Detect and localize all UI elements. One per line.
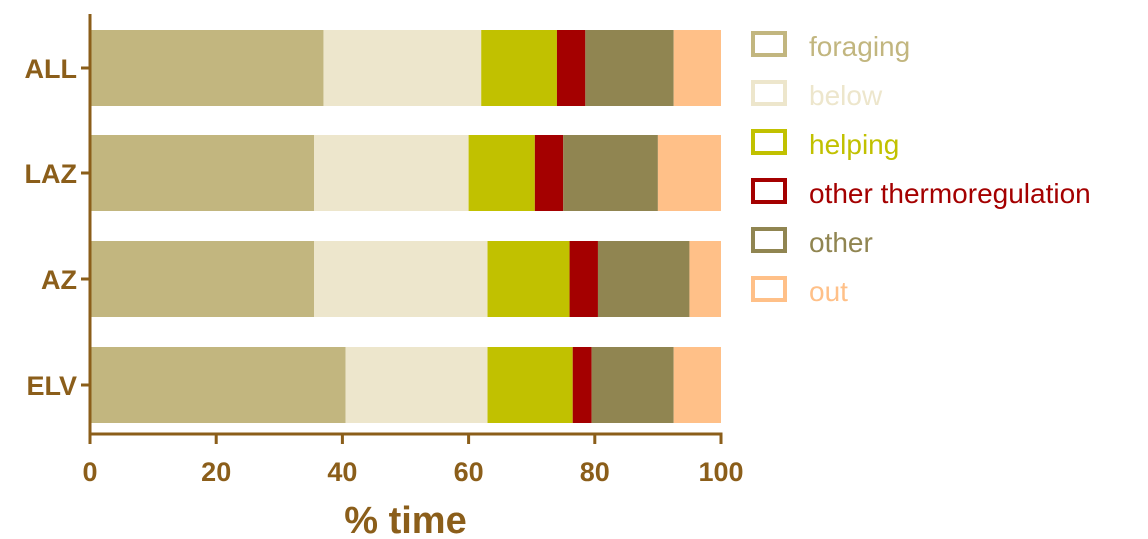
legend-label-helping: helping xyxy=(809,129,899,160)
legend: foraging below helping other thermoregulati… xyxy=(751,31,1091,307)
bar-elv-out xyxy=(673,347,721,423)
y-tick-label-laz: LAZ xyxy=(25,159,77,189)
legend-swatch-out xyxy=(751,276,787,302)
x-tick-label-60: 60 xyxy=(454,457,484,487)
bar-laz-other-thermoregulation xyxy=(534,135,564,211)
y-tick-label-all: ALL xyxy=(25,54,77,84)
bar-elv-helping xyxy=(487,347,573,423)
x-tick-label-0: 0 xyxy=(82,457,97,487)
x-tick-label-40: 40 xyxy=(327,457,357,487)
bar-az-foraging xyxy=(90,241,315,317)
axes-layer: ALL LAZ AZ ELV 0 20 40 60 80 100 % time xyxy=(25,14,744,539)
legend-swatch-below xyxy=(751,80,787,106)
legend-label-other-thermoregulation: other thermoregulation xyxy=(809,178,1091,209)
x-axis-title: % time xyxy=(344,500,466,539)
legend-label-below: below xyxy=(809,80,883,111)
legend-swatch-helping xyxy=(751,129,787,155)
legend-label-out: out xyxy=(809,276,848,307)
x-tick-label-80: 80 xyxy=(580,457,610,487)
bar-laz-helping xyxy=(468,135,535,211)
bar-laz-other xyxy=(563,135,658,211)
bar-az-other xyxy=(597,241,690,317)
bar-all-out xyxy=(673,30,721,106)
bar-az-other-thermoregulation xyxy=(569,241,598,317)
bars-layer xyxy=(90,30,721,423)
bar-laz-out xyxy=(657,135,721,211)
legend-swatch-foraging xyxy=(751,31,787,57)
bar-all-helping xyxy=(481,30,557,106)
bar-all-other-thermoregulation xyxy=(556,30,586,106)
x-tick-label-20: 20 xyxy=(201,457,231,487)
legend-label-foraging: foraging xyxy=(809,31,910,62)
bar-az-below xyxy=(314,241,488,317)
legend-swatch-other xyxy=(751,227,787,253)
bar-elv-foraging xyxy=(90,347,346,423)
legend-swatch-other-thermoregulation xyxy=(751,178,787,204)
y-tick-label-az: AZ xyxy=(41,265,77,295)
bar-all-foraging xyxy=(90,30,324,106)
bar-elv-below xyxy=(345,347,488,423)
bar-laz-foraging xyxy=(90,135,315,211)
x-tick-label-100: 100 xyxy=(698,457,743,487)
legend-label-other: other xyxy=(809,227,873,258)
bar-all-other xyxy=(585,30,674,106)
bar-laz-below xyxy=(314,135,469,211)
bar-elv-other xyxy=(591,347,674,423)
y-tick-label-elv: ELV xyxy=(26,371,77,401)
bar-elv-other-thermoregulation xyxy=(572,347,592,423)
bar-az-helping xyxy=(487,241,570,317)
bar-all-below xyxy=(323,30,482,106)
bar-az-out xyxy=(689,241,721,317)
